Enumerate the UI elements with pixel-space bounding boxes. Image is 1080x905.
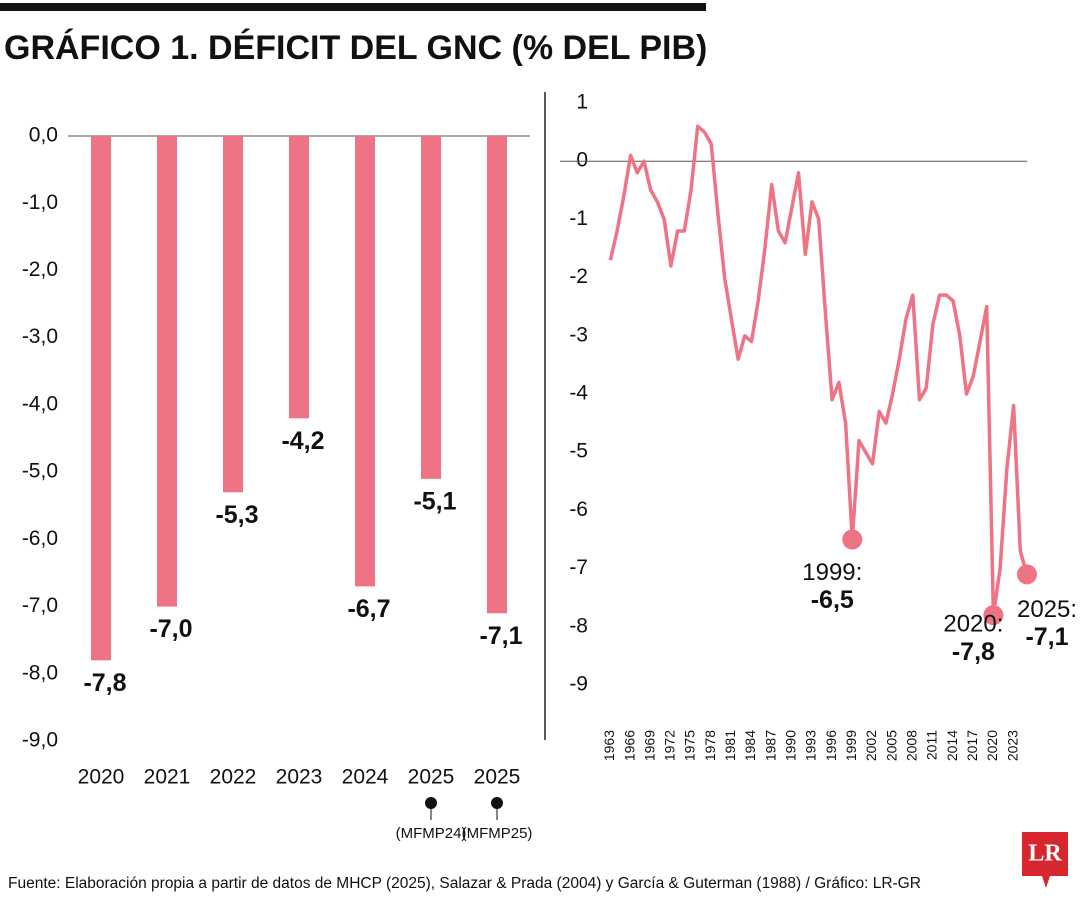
highlight-label: 2020:	[943, 611, 1003, 638]
y-tick-label: -6,0	[22, 527, 58, 550]
x-tick-label: 1993	[803, 730, 819, 761]
y-tick-label: -2,0	[22, 258, 58, 281]
x-note: (MFMP25)	[462, 825, 533, 842]
highlight-value: -6,5	[811, 586, 854, 614]
x-tick-label: 1981	[722, 730, 738, 761]
top-rule	[0, 3, 706, 11]
value-label: -5,3	[215, 501, 258, 529]
x-tick-label: 2011	[924, 730, 940, 760]
value-label: -7,1	[479, 622, 522, 650]
x-tick-label: 1996	[823, 730, 839, 761]
x-tick-label: 2017	[964, 730, 980, 761]
bar	[289, 136, 309, 419]
highlight-value: -7,8	[952, 638, 995, 666]
y-tick-label: 1	[576, 91, 588, 114]
x-tick-label: 1984	[742, 730, 758, 761]
y-tick-label: -5	[569, 440, 588, 463]
x-tick-label: 1978	[702, 730, 718, 761]
y-tick-label: -3	[569, 323, 588, 346]
x-tick-label: 1999	[843, 730, 859, 761]
x-tick-label: 1972	[662, 730, 678, 761]
x-tick-label: 2002	[863, 730, 879, 761]
highlight-dot	[1017, 564, 1037, 585]
logo: LR	[1028, 841, 1062, 867]
source: Fuente: Elaboración propia a partir de d…	[8, 875, 921, 892]
highlight-label: 2025:	[1017, 596, 1077, 623]
x-tick-label: 1963	[601, 730, 617, 761]
y-tick-label: -9,0	[22, 729, 58, 752]
y-tick-label: -8,0	[22, 661, 58, 684]
y-tick-label: -5,0	[22, 460, 58, 483]
bar	[223, 136, 243, 493]
x-tick-label: 2025	[408, 766, 455, 789]
y-tick-label: -2	[569, 265, 588, 288]
y-tick-label: 0,0	[29, 124, 58, 147]
x-tick-label: 2020	[984, 730, 1000, 761]
bar	[157, 136, 177, 607]
x-tick-label: 2005	[883, 730, 899, 761]
chart-title: GRÁFICO 1. DÉFICIT DEL GNC (% DEL PIB)	[4, 29, 707, 67]
x-tick-label: 1969	[641, 730, 657, 761]
value-label: -7,0	[149, 615, 192, 643]
highlight-dot	[842, 529, 863, 550]
y-tick-label: -1,0	[22, 191, 58, 214]
x-tick-label: 1990	[783, 730, 799, 761]
y-tick-label: -6	[569, 498, 588, 521]
bar	[421, 136, 441, 479]
y-tick-label: -7	[569, 556, 588, 579]
x-tick-label: 2024	[342, 766, 389, 789]
highlight-value: -7,1	[1025, 623, 1068, 651]
x-tick-label: 2022	[210, 766, 257, 789]
y-tick-label: -1	[569, 207, 588, 230]
bar	[355, 136, 375, 587]
value-label: -4,2	[281, 427, 324, 455]
line	[608, 124, 1029, 617]
x-tick-label: 2020	[78, 766, 125, 789]
value-label: -7,8	[83, 669, 126, 697]
x-tick-label: 1987	[762, 730, 778, 761]
x-tick-label: 2023	[276, 766, 323, 789]
y-tick-label: -9	[569, 673, 588, 696]
x-tick-label: 1975	[682, 730, 698, 761]
y-tick-label: -4	[569, 382, 588, 405]
y-tick-label: -3,0	[22, 325, 58, 348]
value-label: -5,1	[413, 487, 456, 515]
bar	[91, 136, 111, 661]
x-tick-label: 1966	[621, 730, 637, 761]
x-tick-label: 2008	[903, 730, 919, 761]
y-tick-label: 0	[576, 149, 588, 172]
y-tick-label: -7,0	[22, 594, 58, 617]
highlight-label: 1999:	[802, 559, 862, 586]
x-tick-label: 2025	[474, 766, 521, 789]
x-tick-label: 2014	[944, 730, 960, 761]
logo-box	[1022, 832, 1068, 888]
y-tick-label: -8	[569, 614, 588, 637]
highlight-dot	[983, 605, 1004, 626]
x-note: (MFMP24)	[396, 825, 467, 842]
x-tick-label: 2021	[144, 766, 191, 789]
value-label: -6,7	[347, 595, 390, 623]
y-tick-label: -4,0	[22, 392, 58, 415]
x-tick-label: 2023	[1004, 730, 1020, 761]
bar	[487, 136, 507, 614]
